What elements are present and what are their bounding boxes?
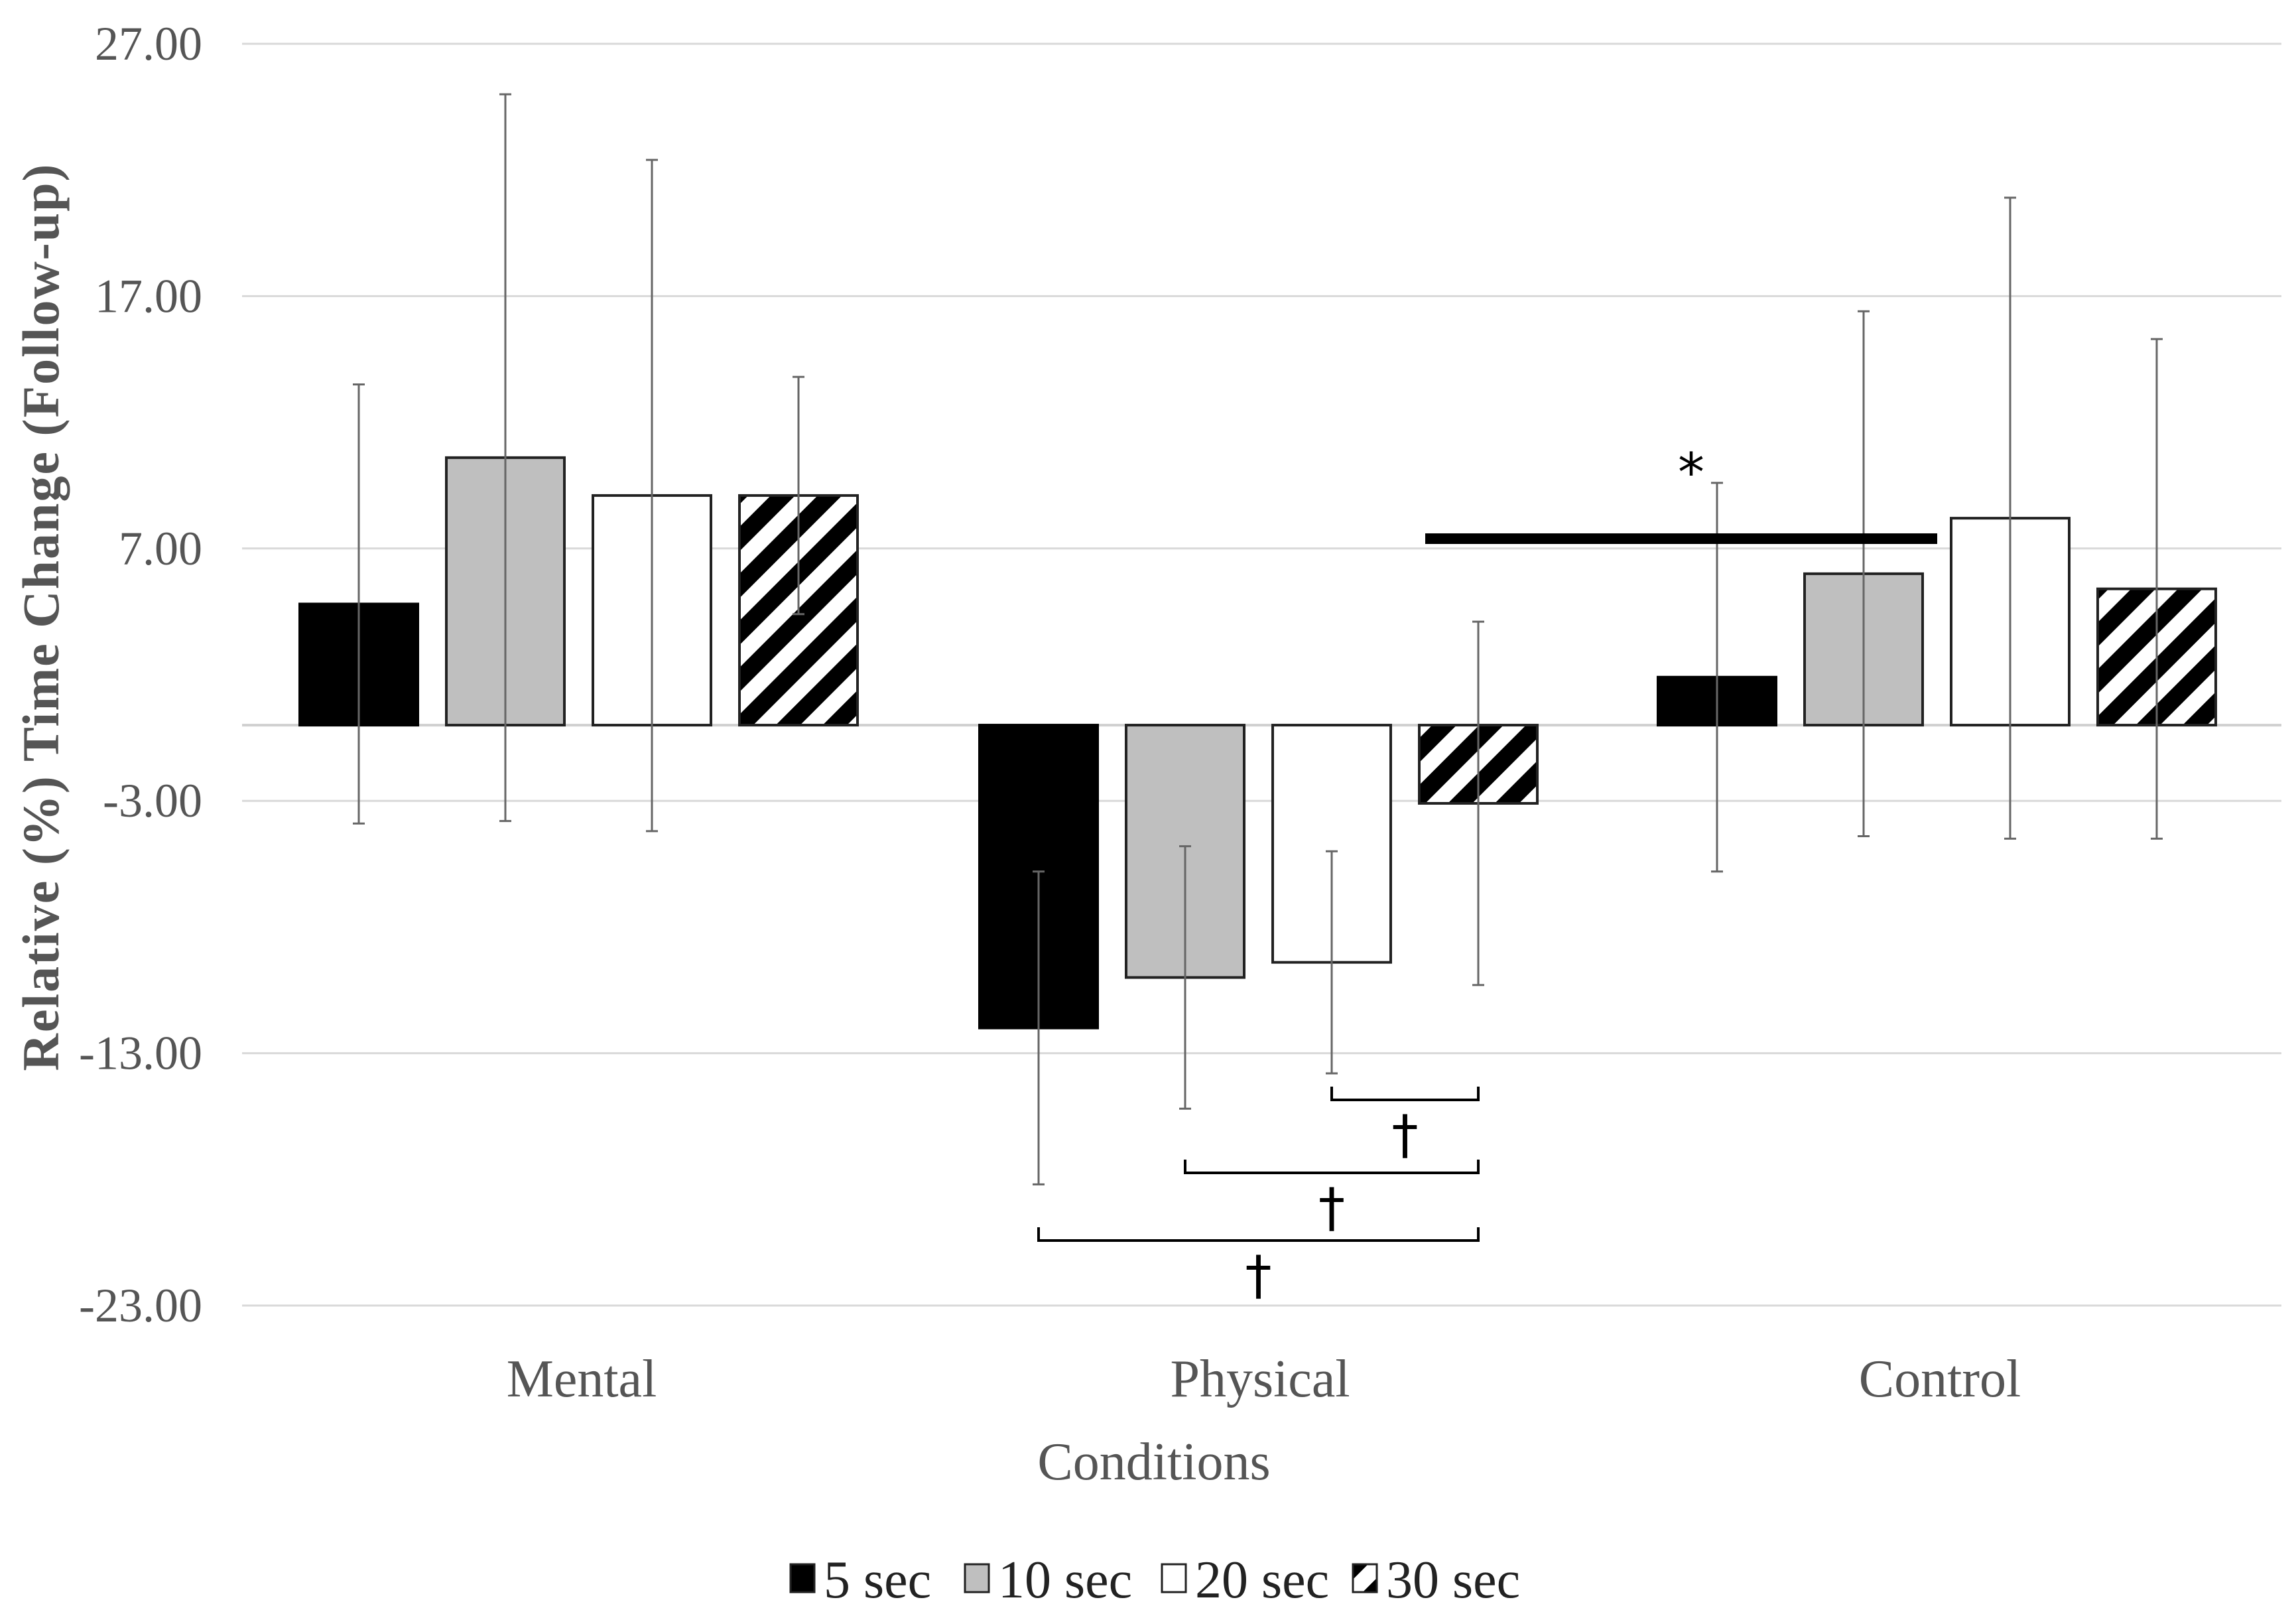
gridlines bbox=[242, 42, 2281, 1307]
dagger-mark: † bbox=[1318, 1177, 1345, 1239]
asterisk-mark: * bbox=[1678, 442, 1704, 504]
category-label-physical: Physical bbox=[1170, 1350, 1350, 1408]
comparison-bracket bbox=[1184, 1160, 1480, 1174]
legend-label: 30 sec bbox=[1386, 1551, 1520, 1609]
significance-annotations: * † † † bbox=[1037, 442, 1937, 1306]
comparison-bracket bbox=[1037, 1227, 1480, 1242]
legend-label: 10 sec bbox=[998, 1551, 1132, 1609]
y-tick-label: 27.00 bbox=[95, 17, 202, 70]
legend: 5 sec 10 sec 20 sec 30 sec bbox=[789, 1551, 1520, 1609]
legend-swatch bbox=[789, 1563, 816, 1593]
legend-label: 5 sec bbox=[824, 1551, 931, 1609]
y-tick-label: -23.00 bbox=[79, 1279, 202, 1332]
y-axis-title: Relative (%) Time Change (Follow-up) bbox=[12, 163, 70, 1071]
category-label-control: Control bbox=[1859, 1350, 2021, 1408]
y-axis-ticks: 27.00 17.00 7.00 -3.00 -13.00 -23.00 bbox=[79, 17, 202, 1332]
legend-swatch bbox=[1352, 1563, 1378, 1593]
error-bars bbox=[353, 93, 2163, 1185]
dagger-mark: † bbox=[1392, 1104, 1419, 1166]
legend-label: 20 sec bbox=[1195, 1551, 1329, 1609]
dagger-mark: † bbox=[1245, 1245, 1272, 1306]
y-tick-label: -3.00 bbox=[103, 774, 202, 827]
category-label-mental: Mental bbox=[507, 1350, 657, 1408]
y-tick-label: 7.00 bbox=[119, 522, 202, 575]
legend-swatch bbox=[964, 1563, 990, 1593]
legend-swatch bbox=[1161, 1563, 1187, 1593]
x-axis-title: Conditions bbox=[1037, 1433, 1270, 1491]
comparison-bracket bbox=[1330, 1087, 1480, 1101]
y-tick-label: -13.00 bbox=[79, 1027, 202, 1080]
y-tick-label: 17.00 bbox=[95, 269, 202, 322]
x-axis-categories: Mental Physical Control bbox=[507, 1350, 2021, 1408]
